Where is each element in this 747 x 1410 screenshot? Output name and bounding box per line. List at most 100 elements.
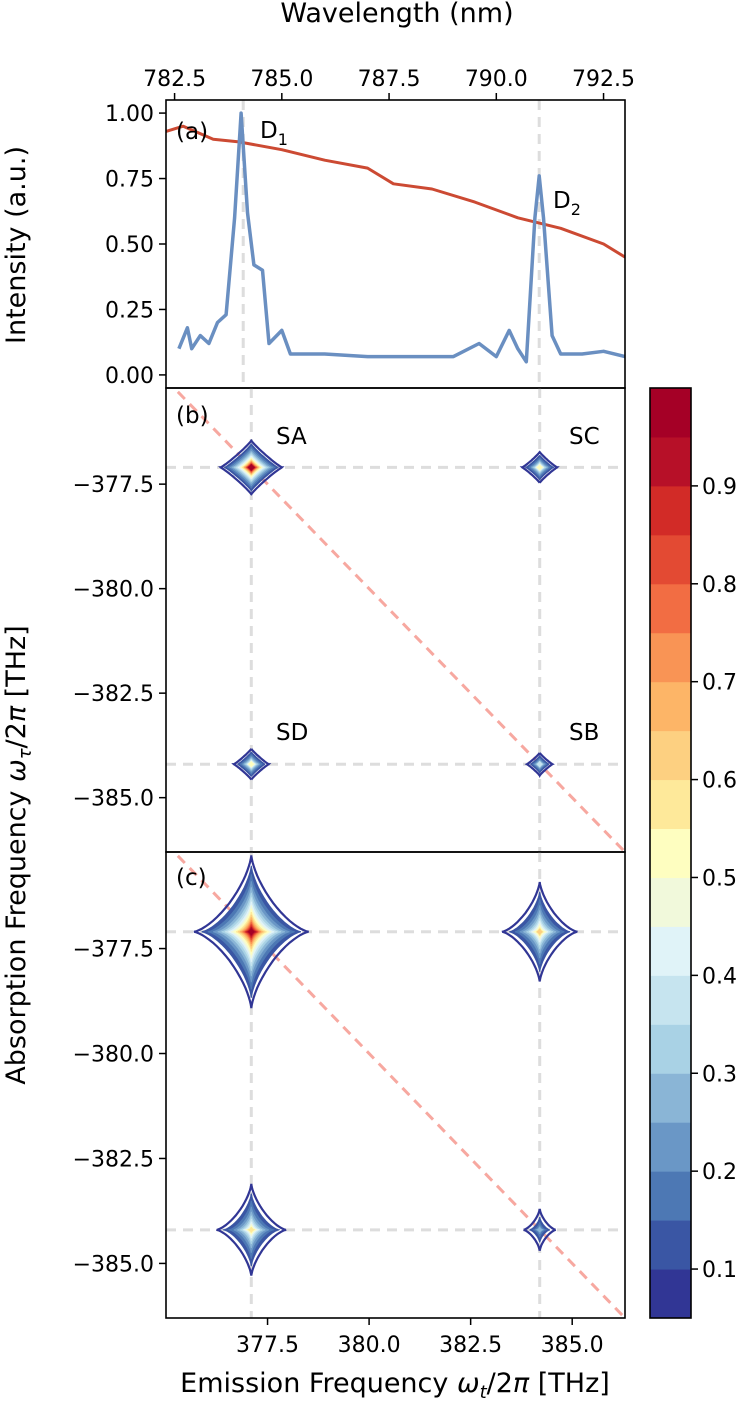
absorption-title-omega: ω: [1, 759, 32, 782]
peak-contour-b1-0: [519, 450, 560, 484]
emission-title-sub: t: [480, 1382, 488, 1403]
colorbar-level-0: [650, 1269, 691, 1319]
y-tick-label-c: −382.5: [73, 1147, 154, 1172]
peak-contour-c0-18: [247, 928, 255, 936]
emission-axis-title: Emission Frequency ωt/2π [THz]: [180, 1368, 610, 1403]
peak-contour-b3-6: [537, 761, 543, 767]
peak-label-d1-sub: 1: [278, 130, 288, 149]
colorbar-level-9: [650, 828, 691, 878]
peak-contour-c1-0: [501, 881, 578, 982]
x-tick-label: 385.0: [541, 1333, 604, 1358]
colorbar-tick-label: 0.8: [702, 573, 737, 598]
absorption-title-over: /2: [1, 722, 32, 748]
peak-contour-c2-0: [216, 1183, 287, 1276]
diagonal-guide-b: [172, 388, 625, 852]
intensity-axis-title: Intensity (a.u.): [1, 146, 32, 344]
peak-label-sb: SB: [569, 720, 599, 746]
peak-contour-b0-0: [218, 439, 285, 496]
panel-b: −377.5 −380.0 −382.5 −385.0 (b) SA SC SD SB: [73, 387, 626, 853]
colorbar: 0.1 0.2 0.3 0.4 0.5 0.6 0.7 0.8 0.9: [649, 387, 737, 1319]
peak-contour-c3-4: [536, 1227, 544, 1233]
intensity-tick-label: 0.25: [105, 298, 154, 323]
y-tick-label-b: −377.5: [73, 473, 154, 498]
peak-label-d2-main: D: [553, 188, 571, 214]
y-tick-label-c: −380.0: [73, 1043, 154, 1068]
peak-contour-b0-18: [247, 464, 255, 471]
colorbar-level-10: [650, 779, 691, 830]
peak-label-d1-main: D: [260, 118, 278, 144]
intensity-tick-label: 1.00: [105, 102, 154, 127]
colorbar-tick-label: 0.7: [702, 671, 737, 696]
y-tick-label-b: −380.0: [73, 578, 154, 603]
absorption-title-text: Absorption Frequency: [1, 782, 32, 1085]
colorbar-tick-label: 0.2: [702, 1160, 737, 1185]
top-tick-label: 792.5: [572, 67, 635, 92]
top-axis-title: Wavelength (nm): [280, 0, 513, 29]
colorbar-level-1: [650, 1220, 691, 1270]
colorbar-level-3: [650, 1122, 691, 1172]
colorbar-level-12: [650, 681, 691, 732]
peak-label-sd: SD: [276, 720, 308, 746]
y-tick-label-c: −377.5: [73, 938, 154, 963]
top-tick-label: 782.5: [143, 67, 206, 92]
peak-label-d2-sub: 2: [571, 200, 581, 219]
intensity-tick-label: 0.00: [105, 364, 154, 389]
colorbar-level-8: [650, 877, 691, 927]
y-tick-label-b: −385.0: [73, 787, 154, 812]
panel-a-label: (a): [176, 119, 208, 145]
colorbar-level-13: [650, 632, 691, 683]
colorbar-level-6: [650, 975, 691, 1025]
colorbar-tick-label: 0.1: [702, 1258, 737, 1283]
peak-contour-b1-9: [536, 464, 544, 471]
peak-contour-b3-0: [524, 752, 555, 778]
peak-contour-c3-0: [523, 1208, 557, 1252]
peak-label-sc: SC: [569, 424, 600, 450]
colorbar-level-18: [650, 388, 691, 438]
colorbar-level-5: [650, 1024, 691, 1074]
peak-contour-c0-0: [193, 855, 309, 1009]
emission-title-pi: π: [513, 1368, 530, 1399]
top-tick-label: 785.0: [250, 67, 313, 92]
colorbar-level-4: [650, 1073, 691, 1123]
colorbar-level-15: [650, 534, 691, 585]
emission-title-text: Emission Frequency: [180, 1368, 457, 1399]
colorbar-level-2: [650, 1171, 691, 1221]
emission-title-omega: ω: [457, 1368, 480, 1399]
peak-contour-b2-0: [231, 748, 272, 781]
emission-spectrum-line: [177, 111, 625, 364]
panel-c-frame: [165, 851, 626, 1319]
colorbar-level-7: [650, 926, 691, 976]
colorbar-tick-label: 0.6: [702, 769, 737, 794]
colorbar-tick-label: 0.5: [702, 866, 737, 891]
colorbar-level-16: [650, 485, 691, 536]
emission-title-over: /2: [487, 1368, 513, 1399]
absorption-title-unit: [THz]: [1, 625, 32, 706]
y-tick-label-c: −385.0: [73, 1252, 154, 1277]
colorbar-tick-label: 0.4: [702, 964, 737, 989]
colorbar-tick-label: 0.9: [702, 475, 737, 500]
x-tick-label: 377.5: [236, 1333, 299, 1358]
peak-contour-c1-11: [536, 928, 543, 935]
panel-c-label: (c): [176, 865, 207, 891]
colorbar-level-14: [650, 583, 691, 634]
x-tick-label: 380.0: [338, 1333, 401, 1358]
colorbar-tick-label: 0.3: [702, 1062, 737, 1087]
panel-c: −377.5 −380.0 −382.5 −385.0 377.5 380.0 382.5 3…: [73, 851, 626, 1358]
absorption-title-sub: τ: [15, 748, 36, 759]
intensity-tick-label: 0.75: [105, 168, 154, 193]
y-tick-label-b: −382.5: [73, 682, 154, 707]
absorption-title-pi: π: [1, 705, 32, 722]
peak-label-d2: D2: [553, 188, 581, 219]
emission-title-unit: [THz]: [529, 1368, 610, 1399]
panel-a: 782.5 785.0 787.5 790.0 792.5 0.00 0.25 0.50 0.7…: [105, 67, 635, 389]
peak-label-sa: SA: [276, 424, 307, 450]
laser-spectrum-line: [166, 124, 625, 259]
peak-contour-b2-9: [247, 761, 255, 768]
intensity-tick-label: 0.50: [105, 233, 154, 258]
panel-b-label: (b): [176, 403, 209, 429]
colorbar-frame: [649, 387, 692, 1319]
top-tick-label: 787.5: [358, 67, 421, 92]
absorption-axis-title: Absorption Frequency ωτ/2π [THz]: [1, 625, 36, 1084]
colorbar-level-11: [650, 730, 691, 781]
